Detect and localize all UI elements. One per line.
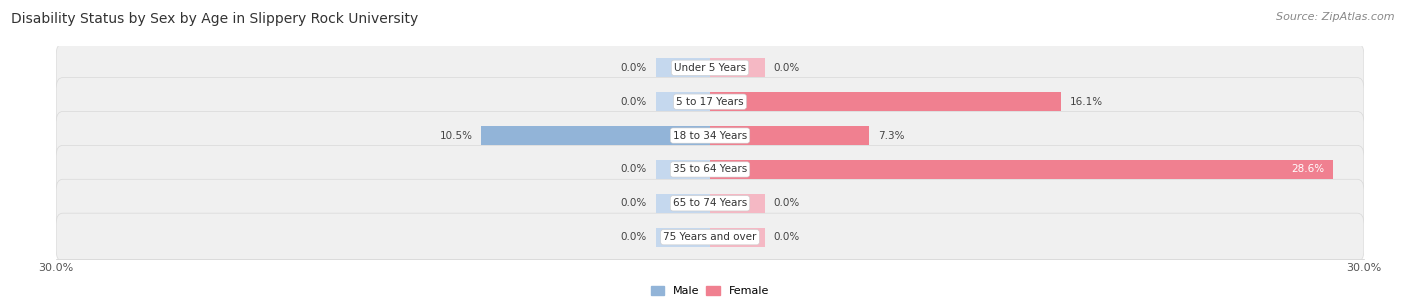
Text: 0.0%: 0.0% — [773, 63, 800, 73]
FancyBboxPatch shape — [56, 145, 1364, 193]
FancyBboxPatch shape — [56, 213, 1364, 261]
Text: 65 to 74 Years: 65 to 74 Years — [673, 198, 747, 208]
Bar — [710, 126, 869, 145]
Text: 35 to 64 Years: 35 to 64 Years — [673, 164, 747, 174]
Text: 0.0%: 0.0% — [620, 63, 647, 73]
Bar — [710, 92, 1062, 111]
Bar — [710, 59, 765, 77]
Text: Under 5 Years: Under 5 Years — [673, 63, 747, 73]
Bar — [655, 160, 710, 179]
Bar — [655, 92, 710, 111]
Text: 16.1%: 16.1% — [1070, 97, 1102, 107]
Text: Disability Status by Sex by Age in Slippery Rock University: Disability Status by Sex by Age in Slipp… — [11, 12, 419, 26]
Text: 0.0%: 0.0% — [620, 232, 647, 242]
Bar — [655, 228, 710, 246]
Text: 10.5%: 10.5% — [440, 131, 472, 141]
Text: 7.3%: 7.3% — [877, 131, 904, 141]
FancyBboxPatch shape — [56, 112, 1364, 160]
Bar — [655, 59, 710, 77]
Bar — [481, 126, 710, 145]
Text: 0.0%: 0.0% — [620, 164, 647, 174]
FancyBboxPatch shape — [56, 44, 1364, 92]
Text: Source: ZipAtlas.com: Source: ZipAtlas.com — [1277, 12, 1395, 22]
Bar — [655, 194, 710, 213]
Text: 0.0%: 0.0% — [620, 198, 647, 208]
Text: 5 to 17 Years: 5 to 17 Years — [676, 97, 744, 107]
Bar — [710, 194, 765, 213]
Text: 0.0%: 0.0% — [773, 198, 800, 208]
FancyBboxPatch shape — [56, 179, 1364, 228]
Text: 0.0%: 0.0% — [620, 97, 647, 107]
Text: 75 Years and over: 75 Years and over — [664, 232, 756, 242]
Text: 0.0%: 0.0% — [773, 232, 800, 242]
Bar — [710, 160, 1333, 179]
Legend: Male, Female: Male, Female — [647, 281, 773, 301]
Bar — [710, 228, 765, 246]
FancyBboxPatch shape — [56, 77, 1364, 126]
Text: 28.6%: 28.6% — [1292, 164, 1324, 174]
Text: 18 to 34 Years: 18 to 34 Years — [673, 131, 747, 141]
